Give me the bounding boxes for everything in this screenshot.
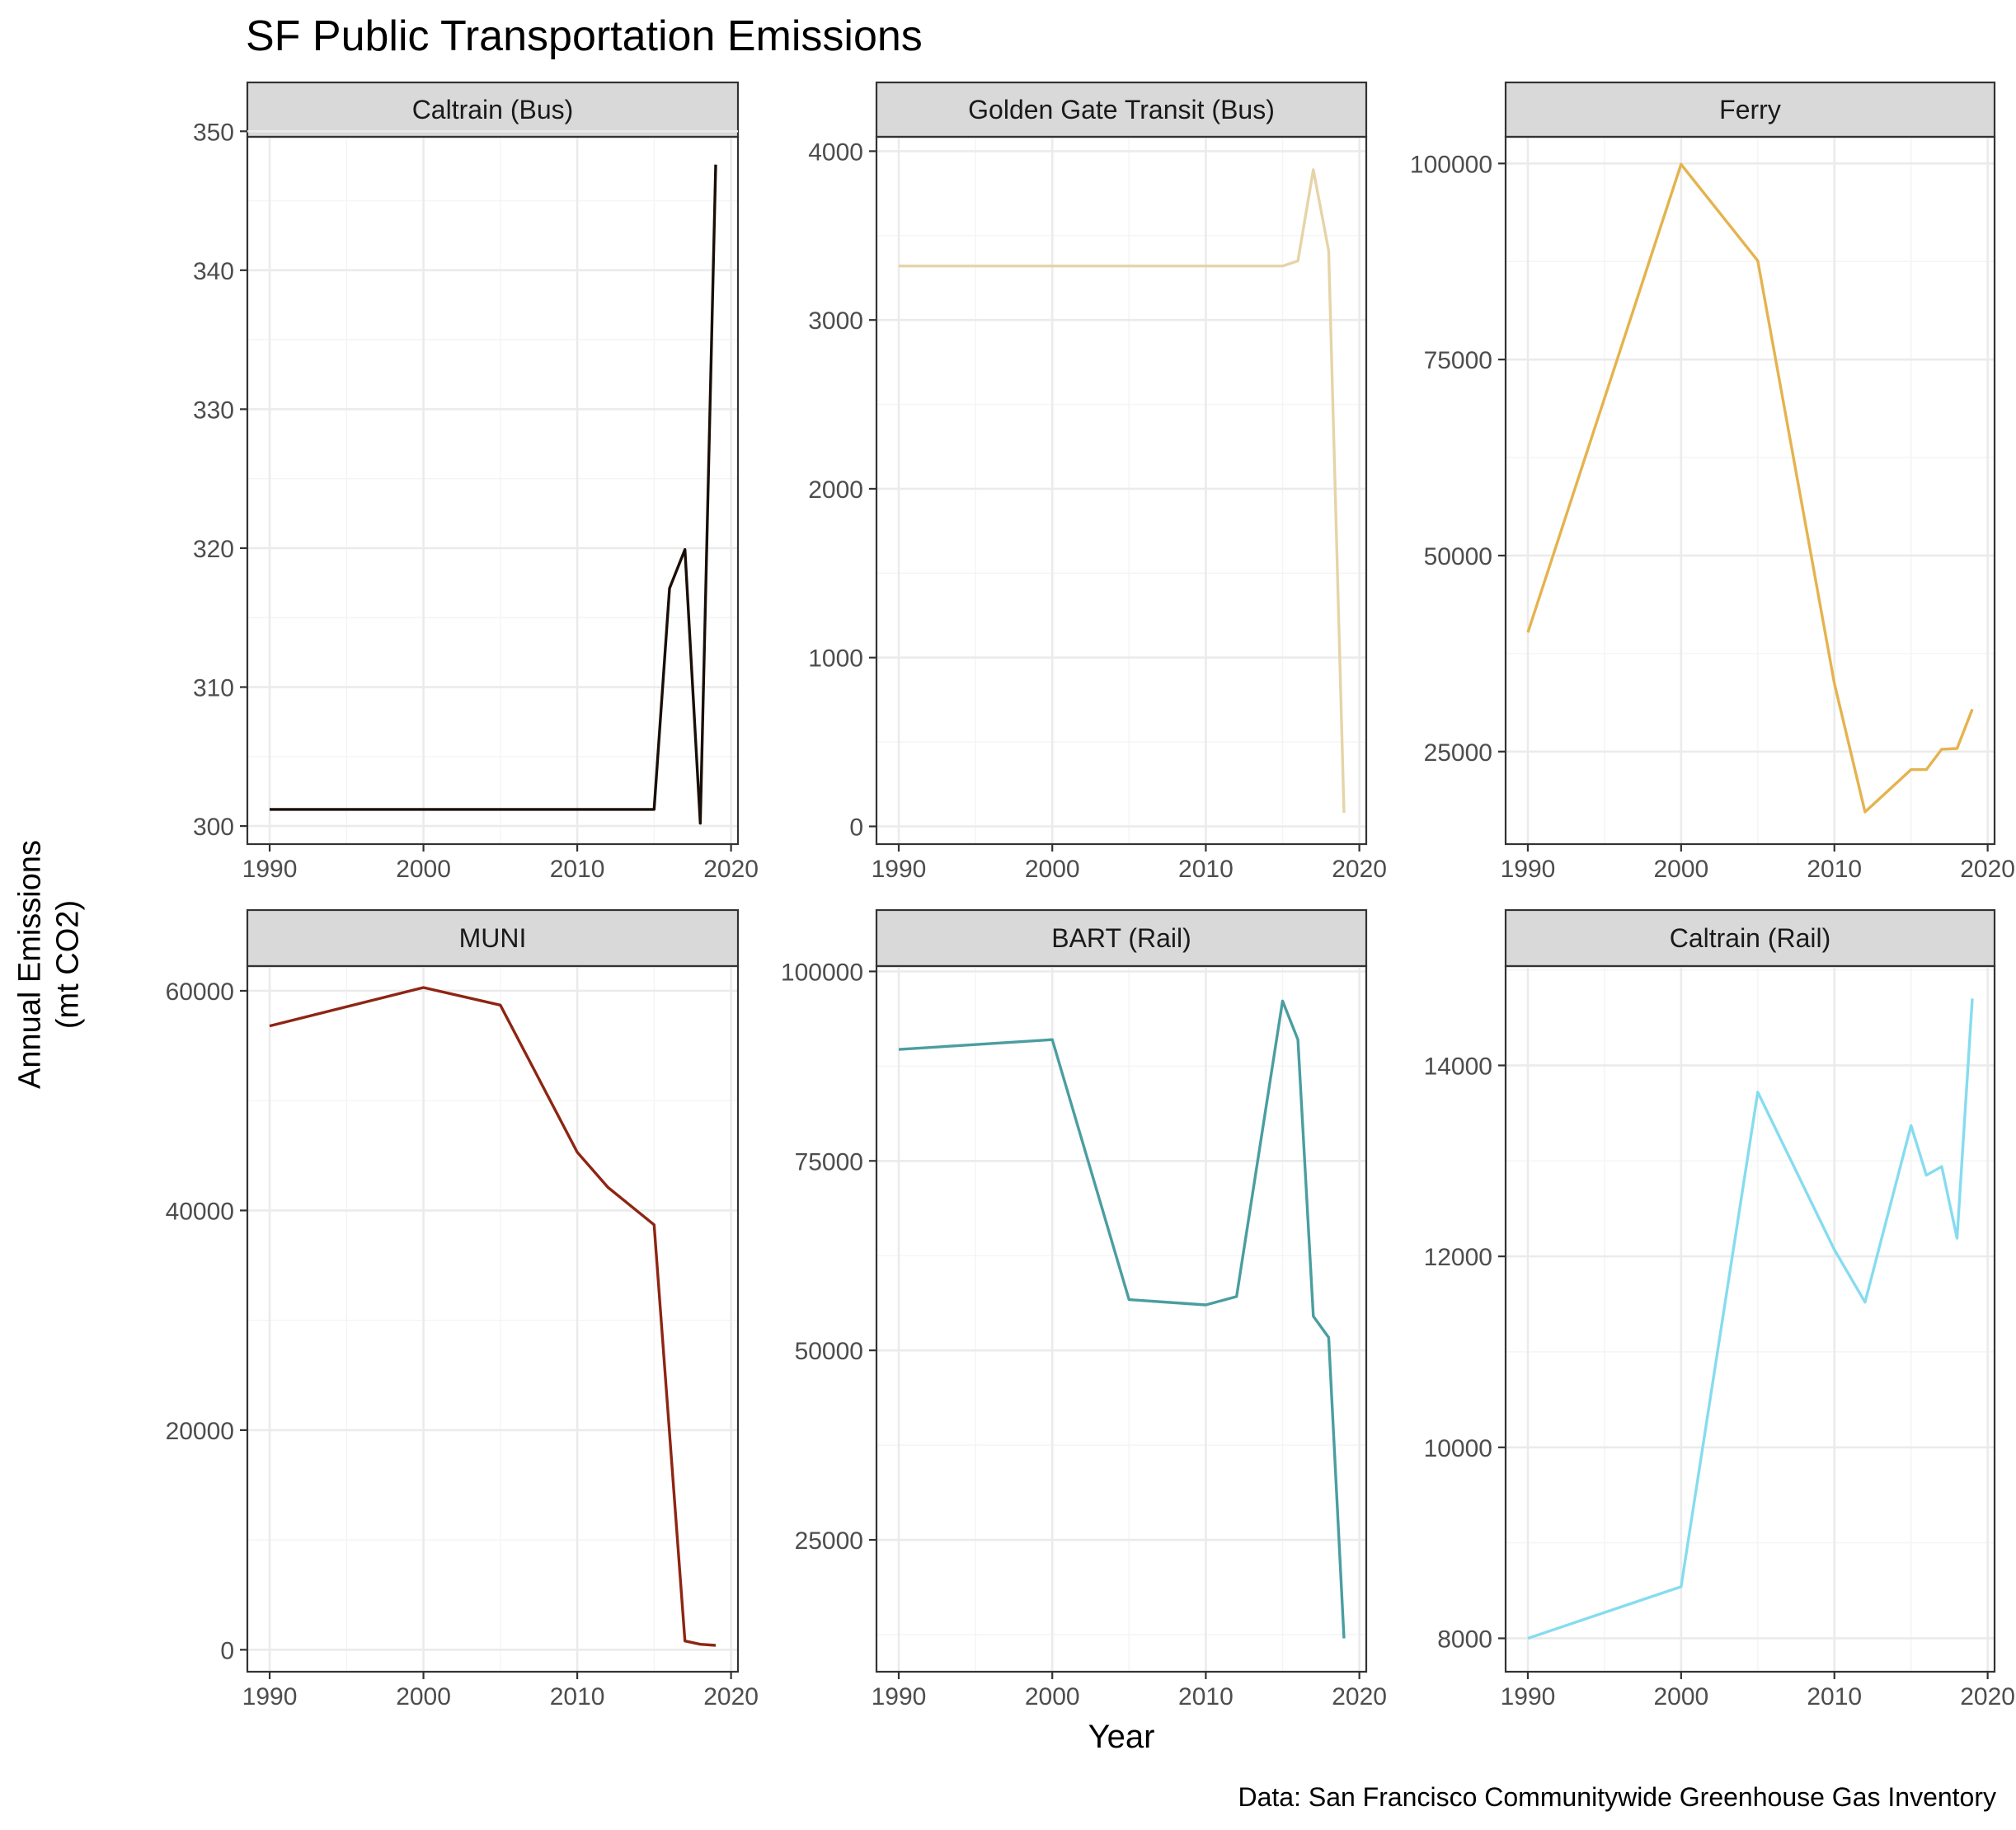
x-tick-label: 2010: [1178, 1683, 1234, 1710]
y-tick-label: 2000: [808, 476, 863, 504]
y-tick-label: 0: [849, 814, 863, 841]
x-tick-label: 1990: [242, 856, 298, 883]
x-tick-label: 2000: [396, 1683, 451, 1710]
strip-caltrain-bus: [246, 81, 740, 138]
strip-label: Golden Gate Transit (Bus): [968, 95, 1275, 124]
series-line-ferry: [1526, 162, 1974, 814]
y-tick-label: 25000: [1424, 739, 1492, 767]
y-tick-label: 40000: [166, 1198, 234, 1225]
x-tick-label: 2020: [1332, 856, 1387, 883]
x-tick-label: 1990: [872, 1683, 927, 1710]
y-tick-label: 300: [193, 814, 234, 841]
strip-label: Ferry: [1719, 95, 1781, 124]
panel-muni: MUNI 0 20000 40000 60000 1990 2000 2010 2020: [166, 908, 759, 1710]
x-tick-label: 1990: [1501, 1683, 1556, 1710]
strip-label: BART (Rail): [1051, 923, 1191, 953]
x-tick-label: 2000: [1653, 856, 1708, 883]
x-tick-label: 2000: [396, 856, 451, 883]
series-line-golden-gate-transit-bus: [899, 168, 1346, 814]
x-tick-label: 2000: [1025, 1683, 1080, 1710]
y-tick-label: 12000: [1424, 1244, 1492, 1271]
panel-border: [246, 135, 740, 846]
x-tick-label: 2000: [1025, 856, 1080, 883]
y-tick-label: 320: [193, 536, 234, 563]
panel-border: [1504, 135, 1996, 846]
panel-caltrain-bus: Caltrain (Bus) 300 310 320 330 340 350 1990 2000…: [193, 81, 759, 883]
y-tick-label: 340: [193, 258, 234, 285]
x-tick-label: 2000: [1653, 1683, 1708, 1710]
x-tick-label: 2010: [1807, 1683, 1862, 1710]
x-tick-label: 1990: [242, 1683, 298, 1710]
y-tick-label: 75000: [1424, 347, 1492, 374]
panel-golden-gate-transit-bus: Golden Gate Transit (Bus) 0 1000 2000 3000 40…: [808, 81, 1387, 883]
y-tick-label: 4000: [808, 138, 863, 166]
series-line-caltrain-bus: [270, 164, 717, 825]
series-line-bart-rail: [898, 999, 1346, 1639]
series-line-caltrain-rail: [1527, 998, 1974, 1640]
panel-border: [875, 964, 1368, 1673]
x-tick-label: 2010: [550, 856, 605, 883]
y-tick-label: 330: [193, 396, 234, 424]
panel-border: [875, 135, 1368, 846]
y-tick-label: 50000: [795, 1338, 863, 1365]
x-axis-title: Year: [1088, 1719, 1155, 1755]
strip-label: MUNI: [459, 923, 527, 953]
y-tick-label: 310: [193, 675, 234, 702]
y-tick-label: 14000: [1424, 1053, 1492, 1080]
x-tick-label: 2020: [703, 1683, 759, 1710]
strip-ferry: [1504, 81, 1996, 138]
panel-caltrain-rail: Caltrain (Rail) 8000 10000 12000 14000 1990 20…: [1424, 908, 2015, 1710]
y-tick-label: 100000: [781, 959, 863, 986]
strip-label: Caltrain (Bus): [412, 95, 574, 124]
strip-caltrain-rail: [1504, 908, 1996, 968]
x-tick-label: 2010: [1178, 856, 1234, 883]
y-tick-label: 10000: [1424, 1435, 1492, 1462]
y-tick-label: 8000: [1437, 1626, 1492, 1653]
panel-bart-rail: BART (Rail) 25000 50000 75000 100000 1990 2000…: [781, 908, 1387, 1710]
x-tick-label: 2010: [1807, 856, 1862, 883]
x-tick-label: 2020: [703, 856, 759, 883]
y-tick-label: 100000: [1410, 151, 1492, 178]
y-tick-label: 60000: [166, 978, 234, 1006]
panel-border: [246, 964, 740, 1673]
chart-title: SF Public Transportation Emissions: [246, 12, 923, 60]
x-tick-label: 1990: [1501, 856, 1556, 883]
y-tick-label: 75000: [795, 1148, 863, 1175]
y-tick-label: 0: [220, 1637, 234, 1664]
caption: Data: San Francisco Communitywide Greenh…: [1238, 1782, 1996, 1812]
panel-border: [1504, 964, 1996, 1673]
x-tick-label: 1990: [872, 856, 927, 883]
panel-ferry: Ferry 25000 50000 75000 100000 1990 2000 2010 20…: [1410, 81, 2015, 883]
y-tick-label: 350: [193, 119, 234, 146]
strip-golden-gate-transit-bus: [875, 81, 1368, 138]
y-tick-label: 50000: [1424, 543, 1492, 570]
y-tick-label: 3000: [808, 307, 863, 335]
strip-bart-rail: [875, 908, 1368, 968]
y-tick-label: 1000: [808, 645, 863, 673]
y-tick-label: 20000: [166, 1418, 234, 1445]
x-tick-label: 2020: [1332, 1683, 1387, 1710]
x-tick-label: 2010: [550, 1683, 605, 1710]
series-line-muni: [269, 986, 717, 1647]
strip-label: Caltrain (Rail): [1670, 923, 1831, 953]
y-tick-label: 25000: [795, 1527, 863, 1555]
x-tick-label: 2020: [1960, 1683, 2015, 1710]
x-tick-label: 2020: [1960, 856, 2015, 883]
